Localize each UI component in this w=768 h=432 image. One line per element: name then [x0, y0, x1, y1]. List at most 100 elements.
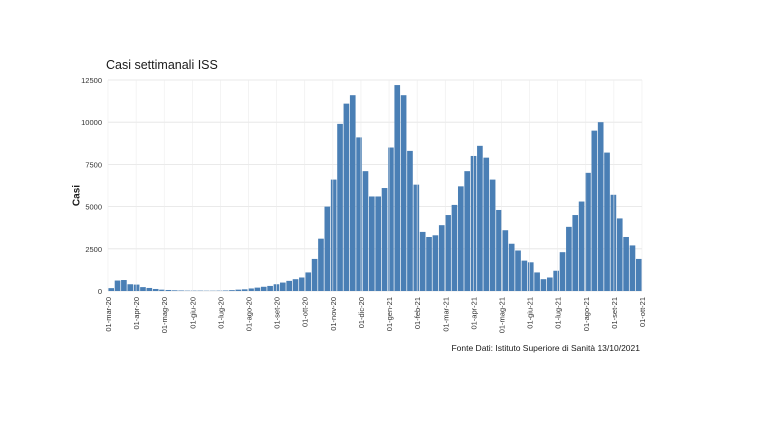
- bar: [229, 290, 235, 291]
- bar: [400, 95, 407, 291]
- bar: [616, 218, 623, 291]
- x-tick-label: 01-giu-20: [188, 297, 197, 329]
- bar: [311, 258, 318, 291]
- bar: [127, 284, 134, 291]
- bar: [419, 231, 426, 291]
- bar: [521, 260, 528, 291]
- bar: [337, 123, 343, 291]
- bar: [629, 245, 636, 291]
- x-tick-label: 01-set-21: [610, 297, 619, 329]
- bar: [235, 289, 242, 291]
- bar: [483, 157, 490, 291]
- bar: [546, 277, 553, 291]
- bar: [368, 196, 375, 291]
- bar: [140, 287, 146, 291]
- x-tick-label: 01-mag-20: [160, 297, 169, 333]
- bar: [159, 289, 165, 291]
- bar: [585, 172, 591, 291]
- x-tick-label: 01-ott-20: [301, 297, 310, 327]
- bar: [451, 204, 458, 291]
- bar: [108, 288, 115, 291]
- bar: [146, 287, 153, 291]
- bar: [508, 243, 515, 291]
- bar: [394, 85, 401, 292]
- bar: [635, 258, 642, 291]
- bar: [438, 225, 445, 291]
- bar: [299, 277, 305, 291]
- plot-panel: [108, 80, 642, 291]
- bar: [171, 290, 178, 291]
- bar: [623, 236, 629, 291]
- bar: [133, 284, 140, 291]
- x-tick-label: 01-apr-21: [469, 297, 478, 330]
- bar: [178, 290, 184, 291]
- x-tick-label: 01-feb-21: [413, 297, 422, 329]
- bar: [527, 262, 534, 291]
- bar: [254, 287, 261, 291]
- bar: [152, 288, 159, 291]
- bar: [324, 206, 331, 291]
- bar: [267, 285, 273, 291]
- x-tick-label: 01-lug-20: [216, 297, 225, 329]
- bar: [591, 130, 598, 291]
- x-tick-label: 01-gen-21: [385, 297, 394, 331]
- bar: [457, 186, 464, 291]
- bar: [489, 179, 496, 291]
- chart-title: Casi settimanali ISS: [106, 58, 218, 72]
- bar: [260, 286, 267, 291]
- x-tick-label: 01-nov-20: [329, 297, 338, 331]
- y-tick-label: 10000: [81, 118, 102, 127]
- bar: [388, 147, 394, 291]
- source-note: Fonte Dati: Istituto Superiore di Sanità…: [451, 343, 640, 353]
- x-tick-label: 01-ago-20: [245, 297, 254, 331]
- bar: [477, 145, 483, 291]
- bar: [604, 152, 610, 291]
- bar: [515, 250, 521, 291]
- bar: [534, 272, 540, 291]
- bar: [432, 235, 439, 291]
- bar: [559, 252, 566, 291]
- bar: [241, 289, 248, 291]
- bar: [572, 215, 579, 291]
- bar: [464, 171, 471, 291]
- bar: [362, 171, 369, 291]
- x-tick-label: 01-mar-21: [441, 297, 450, 332]
- bar: [381, 188, 388, 291]
- bar: [445, 215, 451, 291]
- x-tick-label: 01-apr-20: [132, 297, 141, 330]
- bar: [540, 279, 547, 291]
- bar: [375, 196, 382, 291]
- x-tick-label: 01-ago-21: [582, 297, 591, 331]
- y-tick-label: 5000: [85, 203, 102, 212]
- y-tick-label: 12500: [81, 76, 102, 85]
- bar: [279, 282, 286, 291]
- x-tick-label: 01-set-20: [273, 297, 282, 329]
- bar: [553, 270, 560, 291]
- bar: [121, 280, 127, 291]
- x-tick-label: 01-ott-21: [638, 297, 647, 327]
- bar: [578, 201, 585, 291]
- y-tick-label: 2500: [85, 245, 102, 254]
- y-tick-label: 0: [98, 287, 102, 296]
- bar: [165, 289, 172, 291]
- x-tick-label: 01-mag-21: [497, 297, 506, 333]
- x-tick-label: 01-giu-21: [526, 297, 535, 329]
- bar: [248, 288, 254, 291]
- bar: [597, 122, 604, 291]
- bar: [286, 280, 293, 291]
- bar: [502, 230, 509, 291]
- bar: [496, 209, 502, 291]
- x-tick-label: 01-lug-21: [554, 297, 563, 329]
- bar: [413, 184, 420, 291]
- bar: [305, 272, 312, 291]
- bar: [610, 194, 617, 291]
- bar: [343, 103, 350, 291]
- bar: [222, 290, 229, 291]
- bar: [426, 236, 432, 291]
- y-tick-label: 7500: [85, 160, 102, 169]
- bar: [349, 95, 356, 291]
- x-tick-label: 01-mar-20: [104, 297, 113, 332]
- bar: [566, 226, 572, 291]
- bar: [114, 280, 121, 291]
